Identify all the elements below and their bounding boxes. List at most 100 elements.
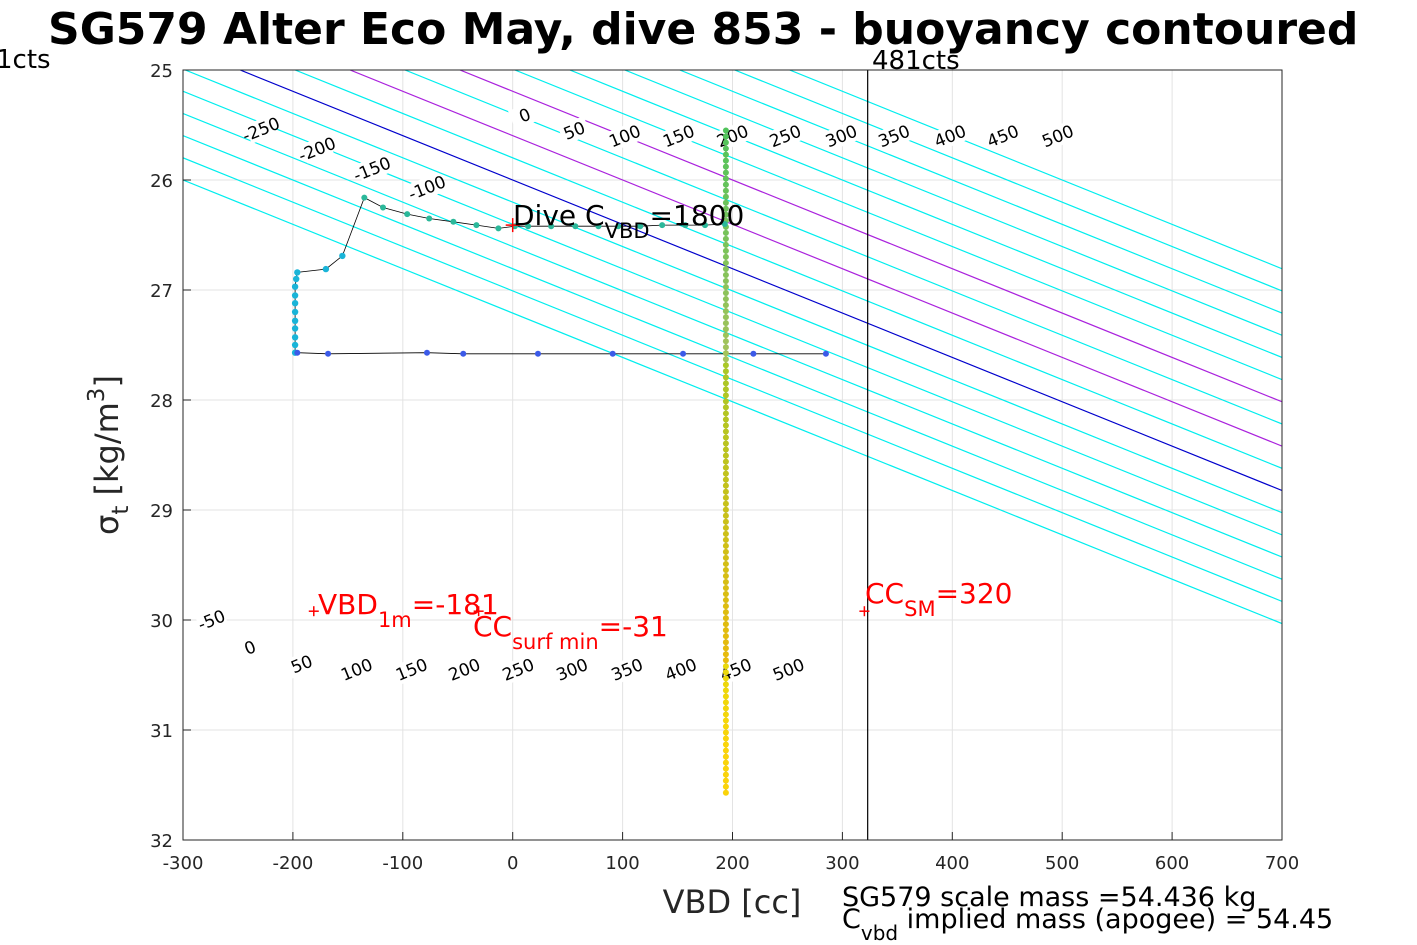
y-tick-label: 29	[150, 501, 173, 522]
svg-text:VBD1m=-181: VBD1m=-181	[318, 588, 499, 632]
data-point	[495, 225, 502, 232]
data-point	[722, 284, 729, 291]
contour-label: 150	[393, 655, 431, 686]
data-point	[722, 302, 729, 309]
contour-label: 400	[932, 122, 970, 153]
data-point	[722, 259, 729, 266]
data-point	[722, 428, 729, 435]
y-tick-label: 27	[150, 281, 173, 302]
contour-label-bg	[877, 121, 911, 151]
contour-label-bg	[557, 115, 591, 146]
contour-line	[624, 70, 1282, 336]
data-point	[722, 181, 729, 188]
data-point	[722, 765, 729, 772]
data-point	[722, 615, 729, 622]
data-point	[722, 639, 729, 646]
svg-text:σt [kg/m3]: σt [kg/m3]	[84, 375, 134, 535]
data-point	[722, 603, 729, 610]
data-point	[722, 717, 729, 724]
x-axis-label: VBD [cc]	[663, 883, 802, 921]
data-point	[291, 292, 299, 299]
contour-label: -100	[406, 172, 449, 205]
data-point	[722, 651, 729, 658]
data-point	[722, 687, 729, 694]
contour-label: 250	[767, 122, 805, 153]
data-point	[722, 741, 729, 748]
data-point	[722, 518, 729, 525]
data-point	[722, 627, 729, 634]
contour-label-bg	[771, 654, 806, 685]
contour-line	[183, 179, 1282, 625]
contour-line	[183, 90, 1282, 536]
data-point	[722, 296, 729, 303]
data-point	[460, 350, 467, 357]
data-point	[722, 235, 729, 242]
data-point	[722, 440, 729, 447]
data-point	[722, 783, 729, 790]
contour-label: 300	[823, 122, 861, 153]
data-point	[380, 204, 387, 211]
data-point	[291, 300, 299, 307]
data-point	[722, 771, 729, 778]
contour-label: 350	[876, 122, 914, 153]
data-point	[722, 229, 729, 236]
data-point	[722, 693, 729, 700]
contour-label: 250	[500, 655, 538, 686]
data-point	[722, 187, 729, 194]
contour-label-bg	[244, 114, 278, 144]
data-point	[325, 350, 332, 357]
data-point	[722, 536, 729, 543]
contour-label-bg	[233, 632, 267, 663]
x-tick-label: 500	[1045, 853, 1079, 874]
dive-data	[291, 70, 869, 840]
data-point	[722, 265, 729, 272]
contour-label: 400	[662, 655, 700, 686]
data-point	[294, 349, 301, 356]
data-point	[722, 681, 729, 688]
data-point	[722, 157, 729, 164]
data-point	[609, 350, 616, 357]
data-point	[534, 350, 541, 357]
data-point	[722, 548, 729, 555]
scale-mass-note: SG579 scale mass =54.436 kg	[842, 882, 1256, 913]
contour-label-bg	[824, 121, 859, 151]
data-point	[682, 222, 689, 229]
data-point	[722, 446, 729, 453]
data-point	[722, 253, 729, 260]
data-point	[722, 169, 729, 176]
contour-label: -150	[351, 153, 394, 186]
data-point	[680, 350, 687, 357]
data-point	[722, 609, 729, 616]
profile-line	[294, 197, 365, 353]
data-point	[572, 223, 579, 230]
data-point	[291, 308, 299, 316]
contour-line	[184, 70, 1282, 514]
data-point	[722, 392, 729, 399]
contour-label-bg	[1041, 121, 1075, 151]
svg-text:CCSM=320: CCSM=320	[865, 577, 1012, 621]
data-point	[722, 356, 729, 363]
cc-surf-min-annotation: CCsurf min=-31	[473, 610, 668, 654]
contour-label-bg	[608, 121, 642, 151]
data-point	[722, 199, 729, 206]
y-tick-label: 25	[150, 61, 173, 82]
x-tick-label: -100	[382, 853, 423, 874]
x-tick-label: 700	[1265, 853, 1299, 874]
data-point	[722, 271, 729, 278]
contour-label: 100	[338, 655, 376, 686]
data-point	[722, 241, 729, 248]
contour-line	[459, 70, 1282, 403]
contour-label-bg	[661, 121, 696, 151]
data-point	[722, 524, 729, 531]
contour-label-bg	[394, 654, 429, 685]
data-point	[722, 380, 729, 387]
data-point	[722, 470, 729, 477]
profile-line	[364, 197, 725, 229]
data-point	[722, 753, 729, 760]
contour-label-bg	[933, 121, 967, 151]
data-point	[548, 223, 555, 230]
data-point	[722, 657, 729, 664]
data-point	[291, 283, 299, 290]
y-tick-label: 26	[150, 171, 173, 192]
contour-label-bg	[447, 654, 482, 685]
